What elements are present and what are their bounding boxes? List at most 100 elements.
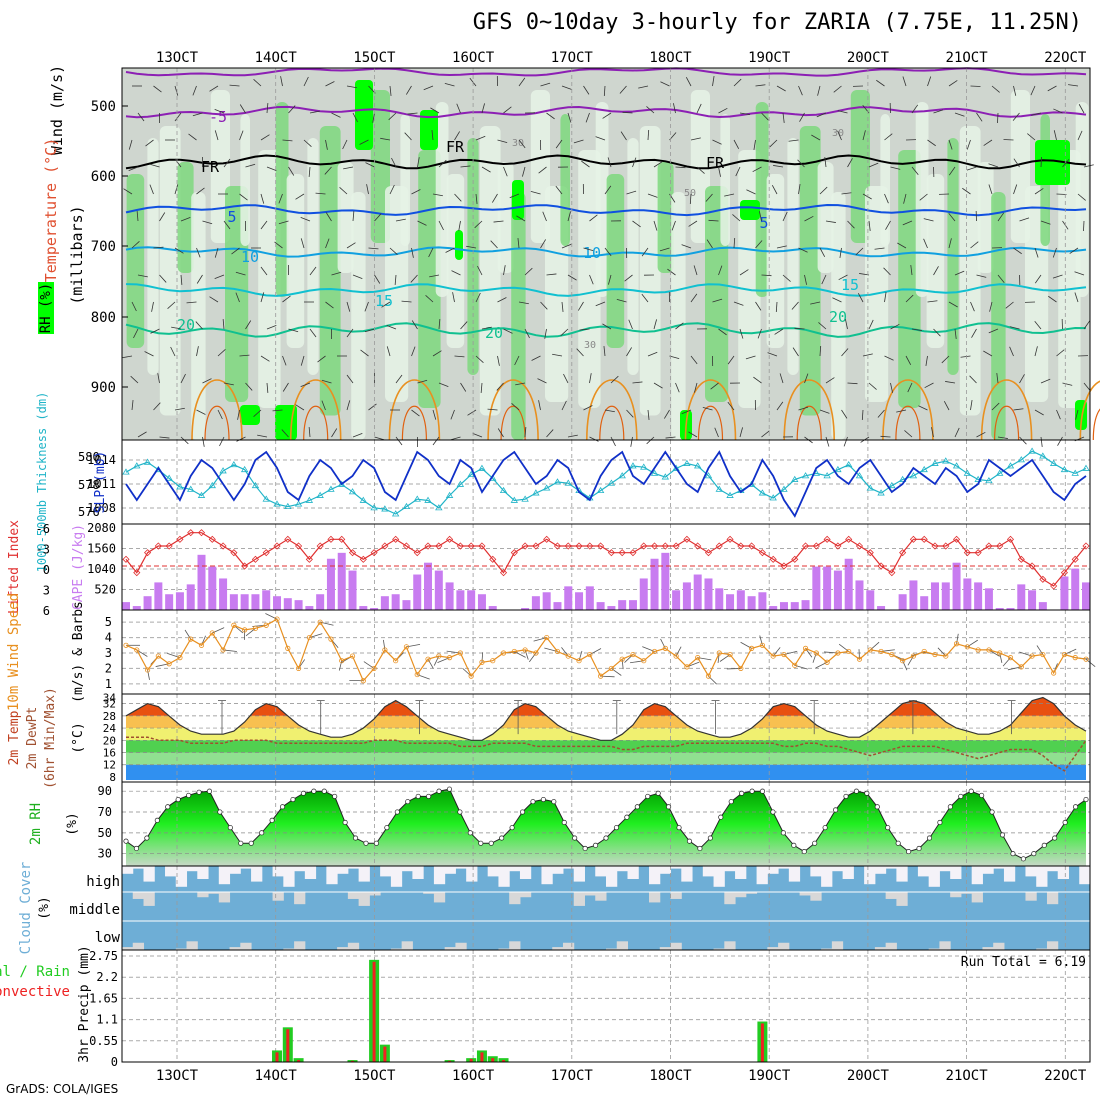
cape-bar: [1071, 568, 1080, 610]
thickness-marker: [618, 472, 626, 479]
wind-barb: [638, 85, 649, 89]
wind-barb: [602, 323, 612, 330]
cloud-middle-gap: [595, 892, 607, 901]
cape-bar: [661, 552, 670, 610]
wind-barb: [174, 85, 179, 96]
cloud-level-label: low: [95, 930, 121, 946]
cape-bar: [391, 594, 400, 610]
wind-barb: [411, 346, 416, 357]
wind10m-marker: [953, 641, 960, 647]
li-marker: [748, 542, 756, 550]
precip-tick-label: 2.2: [96, 970, 118, 984]
cloud-middle-gap: [272, 892, 284, 901]
wind-barb: [976, 274, 987, 278]
wind-barb: [401, 300, 412, 303]
cloud-middle-gap: [810, 892, 822, 901]
wind-barb: [174, 158, 182, 168]
cape-bar: [984, 588, 993, 610]
wind-barb: [788, 139, 799, 142]
contour-label: 15: [841, 276, 859, 294]
thickness-marker: [596, 486, 605, 494]
precip-conv-bar: [351, 1060, 355, 1062]
temp-tick-label: 32: [103, 698, 116, 711]
precip-tick-label: 2.75: [89, 949, 118, 963]
wind-barb: [641, 293, 649, 303]
li-marker: [543, 535, 551, 543]
rh-marker: [238, 840, 244, 846]
contour-label: 30: [584, 340, 596, 351]
rh-marker: [332, 793, 338, 799]
temp-band: [126, 764, 1086, 780]
wind-barb: [911, 166, 919, 176]
li-marker: [219, 542, 227, 550]
wind-barb: [1056, 349, 1065, 357]
cape-bar: [628, 600, 637, 610]
rh-marker: [655, 790, 661, 796]
wind-barb: [746, 189, 756, 195]
wind-barb: [767, 352, 778, 357]
wind-barb: [989, 301, 993, 312]
top-date-label: 20OCT: [847, 50, 890, 66]
rh-saturated-patch: [1035, 140, 1070, 185]
footer-credit: GrADS: COLA/IGES: [6, 1082, 119, 1096]
wind-barb: [1040, 378, 1051, 384]
cloud-middle-gap: [735, 892, 747, 898]
wind-tick-label: 5: [105, 615, 112, 629]
wind-barb: [653, 319, 657, 330]
wind-barb: [647, 409, 650, 420]
wind-barb: [544, 328, 547, 339]
wind10m-marker: [306, 634, 312, 641]
wind-barb: [1013, 158, 1020, 168]
wind-barb: [452, 292, 455, 303]
wind-barb: [948, 80, 958, 87]
wind-barb: [317, 355, 326, 363]
wind10m-marker: [1007, 655, 1014, 661]
li-marker: [629, 549, 637, 557]
wind-barb: [366, 184, 369, 195]
wind-barb: [282, 295, 291, 303]
slp-thickness-panel: 580 578 576 1014 1011 1008 1000-500mb Thicknes…: [35, 392, 1091, 572]
wind-barb: [997, 112, 999, 124]
cloud-high-gap: [616, 866, 629, 872]
wind10m-marker: [479, 659, 485, 665]
wind-barb: [988, 163, 999, 168]
rh-marker: [561, 819, 567, 825]
wind-barb: [690, 293, 698, 303]
wind-barb: [346, 328, 354, 338]
cloud-low-gap: [390, 948, 403, 950]
wind-barb: [1052, 274, 1063, 279]
cloud-high-gap: [229, 866, 241, 874]
wind-ylabel2: (m/s) & Barbs: [71, 601, 86, 703]
wind-barb: [540, 82, 551, 87]
wind10m-marker: [878, 648, 884, 655]
wind-barb: [406, 85, 412, 95]
wind-barb: [123, 188, 133, 195]
li-marker: [640, 542, 648, 550]
wind-barb: [1074, 271, 1085, 276]
rh-dry-streak: [1058, 150, 1081, 408]
wind-barb: [1040, 156, 1042, 168]
cloud-middle-gap: [573, 892, 585, 906]
rh-dry-streak: [1075, 102, 1089, 297]
wind-barb: [579, 328, 590, 331]
cloud-high-gap: [767, 866, 779, 874]
wind-barb: [647, 351, 658, 357]
wind10m-marker: [673, 653, 679, 659]
cape-bar: [747, 596, 756, 610]
cloud-middle-gap: [649, 892, 661, 903]
cape-bar: [273, 596, 282, 610]
thickness-marker: [1017, 456, 1025, 463]
cape-bar: [132, 606, 141, 610]
wind-barb: [905, 294, 914, 303]
thickness-marker: [435, 504, 443, 511]
temp-warm-contour: [1079, 380, 1100, 441]
wind-barb: [1031, 112, 1042, 116]
wind-barb: [739, 112, 750, 115]
wind-barb: [589, 214, 598, 222]
run-total-label: Run Total = 6.19: [961, 955, 1086, 970]
wind-barb: [991, 85, 1000, 93]
wind-barb: [503, 328, 513, 334]
wind-barb: [876, 79, 885, 87]
thickness-marker: [424, 496, 432, 503]
cloud-high-gap: [971, 866, 983, 885]
